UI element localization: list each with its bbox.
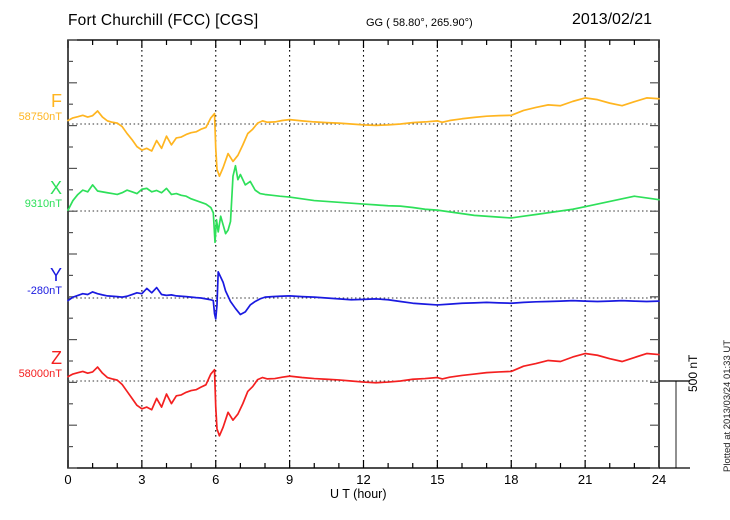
x-axis-title: U T (hour) — [330, 487, 387, 501]
component-baseline-y: -280nT — [27, 285, 62, 297]
x-tick-label-21: 21 — [577, 472, 593, 487]
component-letter-y: Y — [49, 265, 62, 285]
component-letter-f: F — [51, 91, 62, 111]
geographic-coordinates: GG ( 58.80°, 265.90°) — [366, 17, 473, 29]
x-tick-label-3: 3 — [138, 472, 146, 487]
component-letter-x: X — [49, 178, 62, 198]
component-label-z: Z 58000nT — [0, 349, 62, 382]
component-label-y: Y -280nT — [0, 266, 62, 299]
page-title: Fort Churchill (FCC) [CGS] — [68, 12, 259, 29]
scale-bar-label: 500 nT — [686, 354, 700, 392]
x-tick-label-0: 0 — [64, 472, 72, 487]
component-baseline-f: 58750nT — [18, 111, 62, 123]
component-baseline-x: 9310nT — [24, 198, 62, 210]
x-tick-label-6: 6 — [212, 472, 220, 487]
x-tick-label-15: 15 — [430, 472, 445, 487]
x-tick-label-24: 24 — [651, 472, 667, 487]
x-tick-label-9: 9 — [286, 472, 294, 487]
plotted-timestamp: Plotted at 2013/03/24 01:33 UT — [722, 339, 730, 472]
x-tick-label-12: 12 — [356, 472, 371, 487]
component-letter-z: Z — [51, 348, 62, 368]
component-label-f: F 58750nT — [0, 92, 62, 125]
x-tick-label-18: 18 — [504, 472, 519, 487]
component-label-x: X 9310nT — [0, 179, 62, 212]
observation-date: 2013/02/21 — [572, 11, 653, 28]
component-baseline-z: 58000nT — [18, 368, 62, 380]
